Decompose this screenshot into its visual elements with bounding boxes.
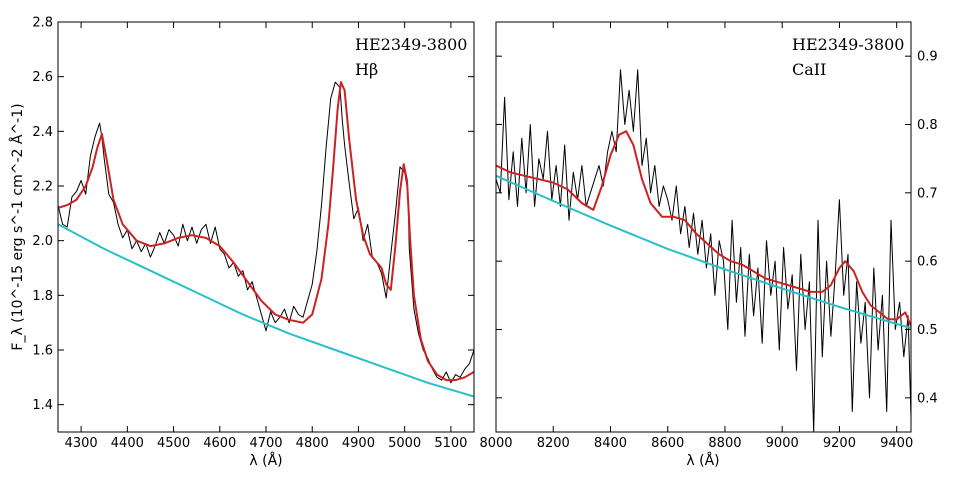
hbeta-continuum-line xyxy=(58,223,474,398)
hbeta-x-tick-label: 5100 xyxy=(434,436,467,451)
caii-y-tick-label: 0.8 xyxy=(917,118,938,133)
caii-object-name: HE2349-3800 xyxy=(792,35,904,54)
caii-continuum-line xyxy=(496,174,911,330)
hbeta-y-tick-label: 1.6 xyxy=(32,344,53,359)
caii-x-tick-label: 8600 xyxy=(651,436,684,451)
caii-x-tick-label: 8200 xyxy=(537,436,570,451)
y-axis-label: F_λ (10^-15 erg s^-1 cm^-2 Å^-1) xyxy=(9,103,26,350)
hbeta-x-tick-label: 4800 xyxy=(296,436,329,451)
caii-axis-ticks: 8000 8200 8400 8600 8800 9000 9200 9400 0.4 0.5 0.… xyxy=(479,22,938,451)
hbeta-axes-frame xyxy=(57,21,475,433)
caii-line-name: CaII xyxy=(792,60,826,79)
caii-x-tick-label: 8000 xyxy=(479,436,512,451)
hbeta-x-tick-label: 4900 xyxy=(342,436,375,451)
caii-y-tick-label: 0.9 xyxy=(917,50,938,65)
hbeta-model-fit-line xyxy=(58,81,474,382)
panel-hbeta: 4300 4400 4500 4600 4700 4800 4900 5000 5100 1.4 1… xyxy=(9,16,475,469)
caii-x-tick-label: 8800 xyxy=(708,436,741,451)
hbeta-y-tick-label: 2.2 xyxy=(32,180,53,195)
hbeta-plot-area xyxy=(58,81,474,398)
hbeta-x-axis-label: λ (Å) xyxy=(249,452,282,469)
hbeta-x-tick-label: 4600 xyxy=(203,436,236,451)
caii-y-tick-label: 0.5 xyxy=(917,323,938,338)
hbeta-observed-spectrum-line xyxy=(58,81,474,384)
caii-x-tick-label: 9200 xyxy=(823,436,856,451)
hbeta-x-tick-label: 4300 xyxy=(65,436,98,451)
hbeta-line-name: Hβ xyxy=(355,60,378,79)
hbeta-x-tick-label: 4700 xyxy=(249,436,282,451)
hbeta-axis-ticks: 4300 4400 4500 4600 4700 4800 4900 5000 5100 1.4 1… xyxy=(32,16,474,451)
caii-y-tick-label: 0.6 xyxy=(917,255,938,270)
caii-plot-area xyxy=(496,69,911,432)
hbeta-y-tick-label: 2.8 xyxy=(32,16,53,31)
caii-axes-frame xyxy=(495,21,912,433)
caii-model-fit-line xyxy=(496,130,911,327)
hbeta-y-tick-label: 2.0 xyxy=(32,234,53,249)
hbeta-y-tick-label: 1.4 xyxy=(32,398,53,413)
hbeta-y-tick-label: 2.4 xyxy=(32,125,53,140)
caii-y-tick-label: 0.4 xyxy=(917,391,938,406)
hbeta-x-tick-label: 4400 xyxy=(111,436,144,451)
panel-caii: 8000 8200 8400 8600 8800 9000 9200 9400 0.4 0.5 0.… xyxy=(479,21,938,469)
caii-x-tick-label: 8400 xyxy=(594,436,627,451)
caii-x-tick-label: 9000 xyxy=(766,436,799,451)
hbeta-x-tick-label: 5000 xyxy=(388,436,421,451)
hbeta-y-tick-label: 2.6 xyxy=(32,70,53,85)
caii-x-tick-label: 9400 xyxy=(880,436,913,451)
caii-x-axis-label: λ (Å) xyxy=(686,452,719,469)
caii-observed-spectrum-line xyxy=(496,69,911,432)
hbeta-x-tick-label: 4500 xyxy=(157,436,190,451)
hbeta-object-name: HE2349-3800 xyxy=(355,35,467,54)
caii-y-tick-label: 0.7 xyxy=(917,186,938,201)
hbeta-y-tick-label: 1.8 xyxy=(32,289,53,304)
